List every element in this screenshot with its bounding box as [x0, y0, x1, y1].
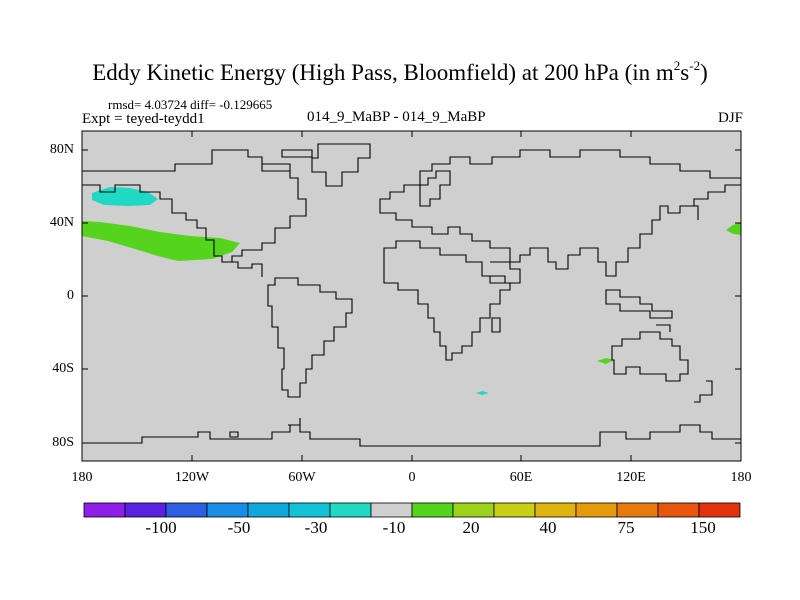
- colorbar-swatch: [616, 502, 659, 518]
- new-guinea-coastline: [656, 324, 671, 332]
- colorbar-swatch: [411, 502, 454, 518]
- rmsd-diff-stats: rmsd= 4.03724 diff= -0.129665: [108, 97, 273, 112]
- colorbar-label: 75: [617, 518, 635, 537]
- colorbar-swatch: [247, 502, 290, 518]
- south-america-coastline: [267, 277, 353, 398]
- east-asia-coastline: [388, 184, 741, 277]
- case-label: 014_9_MaBP - 014_9_MaBP: [307, 109, 486, 125]
- japan-coastline: [690, 205, 699, 220]
- season-label: DJF: [717, 110, 743, 126]
- central-america-coastline: [222, 261, 263, 277]
- lon-label-60w: 60W: [288, 470, 316, 485]
- new-zealand-coastline: [694, 380, 713, 403]
- colorbar-swatch: [329, 502, 372, 518]
- colorbar-label: 20: [462, 518, 480, 537]
- lon-label-180e: 180: [730, 470, 752, 485]
- colorbar-swatch: [657, 502, 700, 518]
- greenland-coastline: [311, 143, 371, 187]
- colorbar-swatch: [698, 502, 741, 518]
- indonesia-coastline: [605, 289, 673, 319]
- eurasia-coastline: [379, 149, 741, 214]
- colorbar-label: 40: [539, 518, 557, 537]
- lat-label-0: 0: [67, 288, 74, 303]
- lon-label-120w: 120W: [174, 470, 210, 485]
- colorbar-swatch: [370, 502, 413, 518]
- plot-title: Eddy Kinetic Energy (High Pass, Bloomfie…: [92, 58, 708, 85]
- colorbar-label: 150: [690, 518, 716, 537]
- positive-anomaly-pacific: [82, 221, 240, 261]
- antarctic-peninsula-coastline: [288, 418, 301, 426]
- colorbar-swatch: [83, 502, 126, 518]
- coastlines: [82, 143, 741, 447]
- lon-label-180w: 180: [71, 470, 93, 485]
- colorbar-label: -100: [145, 518, 177, 537]
- antarctica-coastline: [82, 424, 741, 447]
- colorbar-swatch: [452, 502, 495, 518]
- colorbar-swatch: [493, 502, 536, 518]
- lat-label-40s: 40S: [52, 361, 74, 376]
- lon-label-120e: 120E: [616, 470, 646, 485]
- antarctic-island: [229, 431, 239, 438]
- colorbar-label: -10: [382, 518, 406, 537]
- colorbar-swatch: [575, 502, 618, 518]
- negative-anomaly-south-indian: [476, 391, 489, 395]
- lat-label-80s: 80S: [52, 435, 74, 450]
- madagascar-coastline: [491, 317, 501, 333]
- lon-label-0: 0: [408, 470, 416, 485]
- arctic-island-1: [281, 149, 313, 158]
- colorbar-swatch: [534, 502, 577, 518]
- colorbar-swatch: [165, 502, 208, 518]
- colorbar: [83, 502, 741, 518]
- lat-label-40n: 40N: [49, 215, 74, 230]
- colorbar-label: -30: [304, 518, 328, 537]
- arabia-coastline: [490, 261, 521, 284]
- colorbar-swatch: [288, 502, 331, 518]
- positive-anomaly-west-pacific: [726, 222, 741, 235]
- scandinavia-coastline: [419, 170, 451, 207]
- arctic-island-2: [262, 163, 291, 172]
- colorbar-label: -50: [227, 518, 251, 537]
- map-background: [82, 131, 741, 461]
- lon-label-60e: 60E: [509, 470, 533, 485]
- axis-ticks: [81, 131, 742, 461]
- colorbar-swatch: [206, 502, 249, 518]
- colorbar-swatch: [124, 502, 167, 518]
- experiment-label: Expt = teyed-teydd1: [82, 111, 205, 127]
- positive-anomaly-australia: [597, 358, 614, 364]
- africa-coastline: [383, 240, 511, 361]
- australia-coastline: [611, 331, 689, 382]
- lat-label-80n: 80N: [49, 142, 74, 157]
